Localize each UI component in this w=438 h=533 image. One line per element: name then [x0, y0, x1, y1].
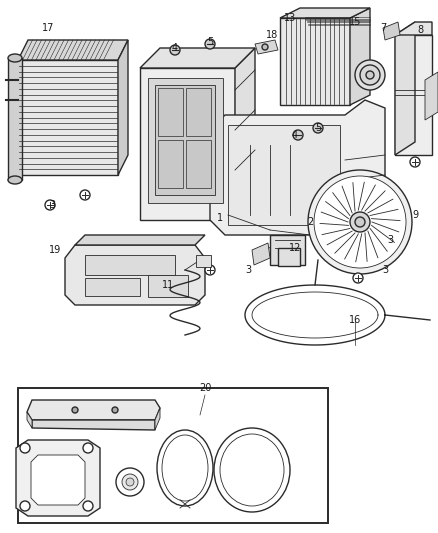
FancyBboxPatch shape	[278, 248, 300, 266]
Polygon shape	[395, 22, 415, 155]
Ellipse shape	[8, 54, 22, 62]
FancyBboxPatch shape	[85, 255, 175, 275]
Polygon shape	[155, 408, 160, 430]
Circle shape	[410, 157, 420, 167]
Text: 4: 4	[292, 130, 298, 140]
Circle shape	[72, 407, 78, 413]
Circle shape	[83, 501, 93, 511]
Polygon shape	[210, 100, 385, 235]
Text: 16: 16	[349, 315, 361, 325]
Polygon shape	[255, 40, 278, 54]
Polygon shape	[383, 22, 400, 40]
Polygon shape	[32, 420, 155, 430]
FancyBboxPatch shape	[155, 85, 215, 195]
Text: 7: 7	[380, 23, 386, 33]
Circle shape	[20, 443, 30, 453]
FancyBboxPatch shape	[148, 78, 223, 203]
Text: 1: 1	[217, 213, 223, 223]
Text: 5: 5	[315, 123, 321, 133]
Text: 19: 19	[49, 245, 61, 255]
FancyBboxPatch shape	[270, 235, 305, 265]
Polygon shape	[395, 35, 432, 155]
Circle shape	[122, 474, 138, 490]
Text: 3: 3	[49, 200, 55, 210]
FancyBboxPatch shape	[186, 140, 211, 188]
Polygon shape	[280, 8, 370, 18]
Polygon shape	[350, 8, 370, 105]
Polygon shape	[27, 412, 32, 428]
Text: 15: 15	[349, 17, 361, 27]
Circle shape	[45, 200, 55, 210]
Circle shape	[112, 407, 118, 413]
FancyBboxPatch shape	[18, 388, 328, 523]
Circle shape	[126, 478, 134, 486]
Polygon shape	[18, 40, 128, 60]
Text: 11: 11	[162, 280, 174, 290]
Polygon shape	[31, 455, 85, 505]
Circle shape	[205, 39, 215, 49]
Text: 17: 17	[42, 23, 54, 33]
Circle shape	[350, 212, 370, 232]
Polygon shape	[280, 18, 350, 105]
Polygon shape	[140, 48, 255, 68]
Ellipse shape	[220, 434, 284, 506]
Text: 9: 9	[412, 210, 418, 220]
Circle shape	[262, 44, 268, 50]
Ellipse shape	[162, 435, 208, 501]
Text: 2: 2	[307, 217, 313, 227]
Polygon shape	[228, 125, 340, 225]
Text: 3: 3	[245, 265, 251, 275]
FancyBboxPatch shape	[158, 88, 183, 136]
FancyBboxPatch shape	[158, 140, 183, 188]
Polygon shape	[235, 48, 255, 220]
Circle shape	[360, 65, 380, 85]
Circle shape	[83, 443, 93, 453]
Text: 18: 18	[266, 30, 278, 40]
Circle shape	[355, 60, 385, 90]
Circle shape	[308, 170, 412, 274]
Polygon shape	[140, 68, 235, 220]
Ellipse shape	[157, 430, 213, 506]
Circle shape	[293, 130, 303, 140]
Polygon shape	[65, 245, 205, 305]
Circle shape	[170, 45, 180, 55]
Circle shape	[355, 217, 365, 227]
FancyBboxPatch shape	[85, 278, 140, 296]
Circle shape	[20, 501, 30, 511]
Polygon shape	[118, 40, 128, 175]
Circle shape	[205, 265, 215, 275]
Text: 12: 12	[289, 243, 301, 253]
Text: 4: 4	[172, 43, 178, 53]
Polygon shape	[395, 22, 432, 35]
Circle shape	[366, 71, 374, 79]
FancyBboxPatch shape	[196, 255, 211, 267]
Polygon shape	[27, 400, 160, 420]
Circle shape	[313, 123, 323, 133]
Circle shape	[353, 273, 363, 283]
FancyBboxPatch shape	[186, 88, 211, 136]
Text: 5: 5	[207, 37, 213, 47]
Text: 20: 20	[199, 383, 211, 393]
Polygon shape	[425, 72, 438, 120]
Polygon shape	[18, 60, 118, 175]
Ellipse shape	[8, 176, 22, 184]
Text: 3: 3	[382, 265, 388, 275]
Text: 3: 3	[387, 235, 393, 245]
Ellipse shape	[214, 428, 290, 512]
Circle shape	[314, 176, 406, 268]
FancyBboxPatch shape	[148, 275, 188, 297]
Polygon shape	[75, 235, 205, 245]
Polygon shape	[8, 58, 22, 180]
Polygon shape	[16, 440, 100, 516]
Polygon shape	[252, 243, 270, 265]
Circle shape	[116, 468, 144, 496]
Text: 13: 13	[284, 13, 296, 23]
Text: 8: 8	[417, 25, 423, 35]
Circle shape	[80, 190, 90, 200]
